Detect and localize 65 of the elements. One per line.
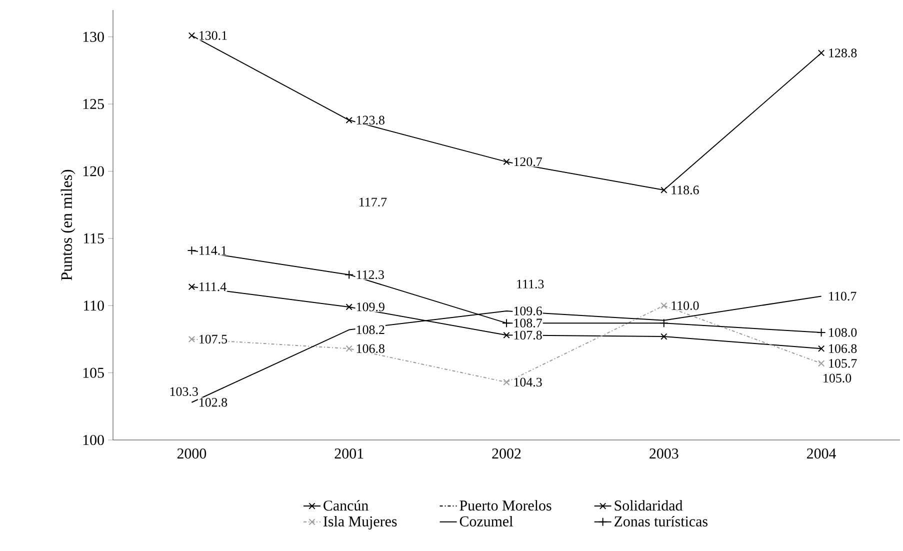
legend-label: Cancún bbox=[324, 500, 368, 511]
x-tick-label: 2004 bbox=[807, 448, 836, 459]
point bbox=[188, 336, 196, 343]
y-tick-label: 100 bbox=[83, 434, 104, 446]
data-label: 114.1 bbox=[200, 246, 226, 255]
legend-label: Puerto Morelos bbox=[460, 500, 552, 511]
y-tick-label: 130 bbox=[83, 32, 104, 42]
data-label: 112.3 bbox=[356, 270, 384, 280]
data-label: 130.1 bbox=[200, 31, 227, 40]
data-label: 110.0 bbox=[672, 301, 699, 310]
data-label: 109.6 bbox=[514, 306, 542, 316]
data-label: 120.7 bbox=[514, 157, 542, 166]
x-tick-label: 2003 bbox=[650, 448, 678, 459]
point bbox=[818, 50, 825, 56]
x-tick-label: 2001 bbox=[334, 448, 364, 459]
point bbox=[818, 345, 825, 352]
annotation: 111.3 bbox=[517, 280, 544, 288]
x-tick-label: 2000 bbox=[177, 448, 206, 459]
data-label: 123.8 bbox=[356, 116, 384, 125]
legend-label: Zonas turísticas bbox=[614, 516, 708, 526]
data-label: 109.9 bbox=[356, 302, 384, 312]
point bbox=[503, 332, 510, 338]
data-label: 108.7 bbox=[514, 318, 542, 328]
x-tick-label: 2002 bbox=[492, 448, 521, 459]
y-tick-label: 110 bbox=[84, 300, 104, 311]
data-label: 102.8 bbox=[200, 398, 228, 407]
data-label: 107.8 bbox=[514, 330, 542, 340]
data-label: 111.4 bbox=[200, 282, 226, 292]
data-label: 108.0 bbox=[829, 328, 857, 337]
data-label: 106.8 bbox=[829, 344, 857, 354]
data-label: 128.8 bbox=[829, 48, 857, 58]
point bbox=[660, 186, 668, 194]
legend-label: Solidaridad bbox=[614, 500, 683, 511]
point bbox=[346, 345, 352, 352]
data-label: 107.5 bbox=[200, 334, 228, 344]
y-tick-label: 115 bbox=[84, 233, 104, 244]
point bbox=[503, 378, 510, 386]
point bbox=[346, 116, 352, 124]
y-tick-label: 125 bbox=[83, 99, 104, 110]
point bbox=[816, 328, 826, 337]
point bbox=[818, 360, 825, 367]
point bbox=[660, 333, 668, 340]
y-axis-title: Puntos (en miles) bbox=[60, 170, 76, 280]
point bbox=[503, 158, 510, 166]
point bbox=[344, 270, 354, 280]
data-label: 110.7 bbox=[829, 292, 856, 301]
point bbox=[660, 302, 668, 309]
data-label: 106.8 bbox=[356, 344, 384, 354]
annotation: 103.3 bbox=[170, 387, 198, 396]
data-label: 105.7 bbox=[829, 358, 857, 368]
annotation: 117.7 bbox=[360, 198, 387, 207]
annotation: 105.0 bbox=[824, 374, 852, 383]
point bbox=[502, 318, 512, 328]
point bbox=[187, 246, 196, 256]
point bbox=[188, 283, 196, 290]
legend-label: Isla Mujeres bbox=[324, 516, 397, 530]
legend-label: Cozumel bbox=[460, 516, 513, 526]
y-tick-label: 105 bbox=[83, 368, 104, 378]
point bbox=[659, 318, 668, 328]
data-label: 104.3 bbox=[514, 378, 542, 387]
data-label: 108.2 bbox=[356, 325, 384, 334]
point bbox=[346, 304, 352, 310]
data-label: 118.6 bbox=[672, 186, 699, 194]
point bbox=[188, 32, 196, 39]
y-tick-label: 120 bbox=[83, 166, 104, 176]
